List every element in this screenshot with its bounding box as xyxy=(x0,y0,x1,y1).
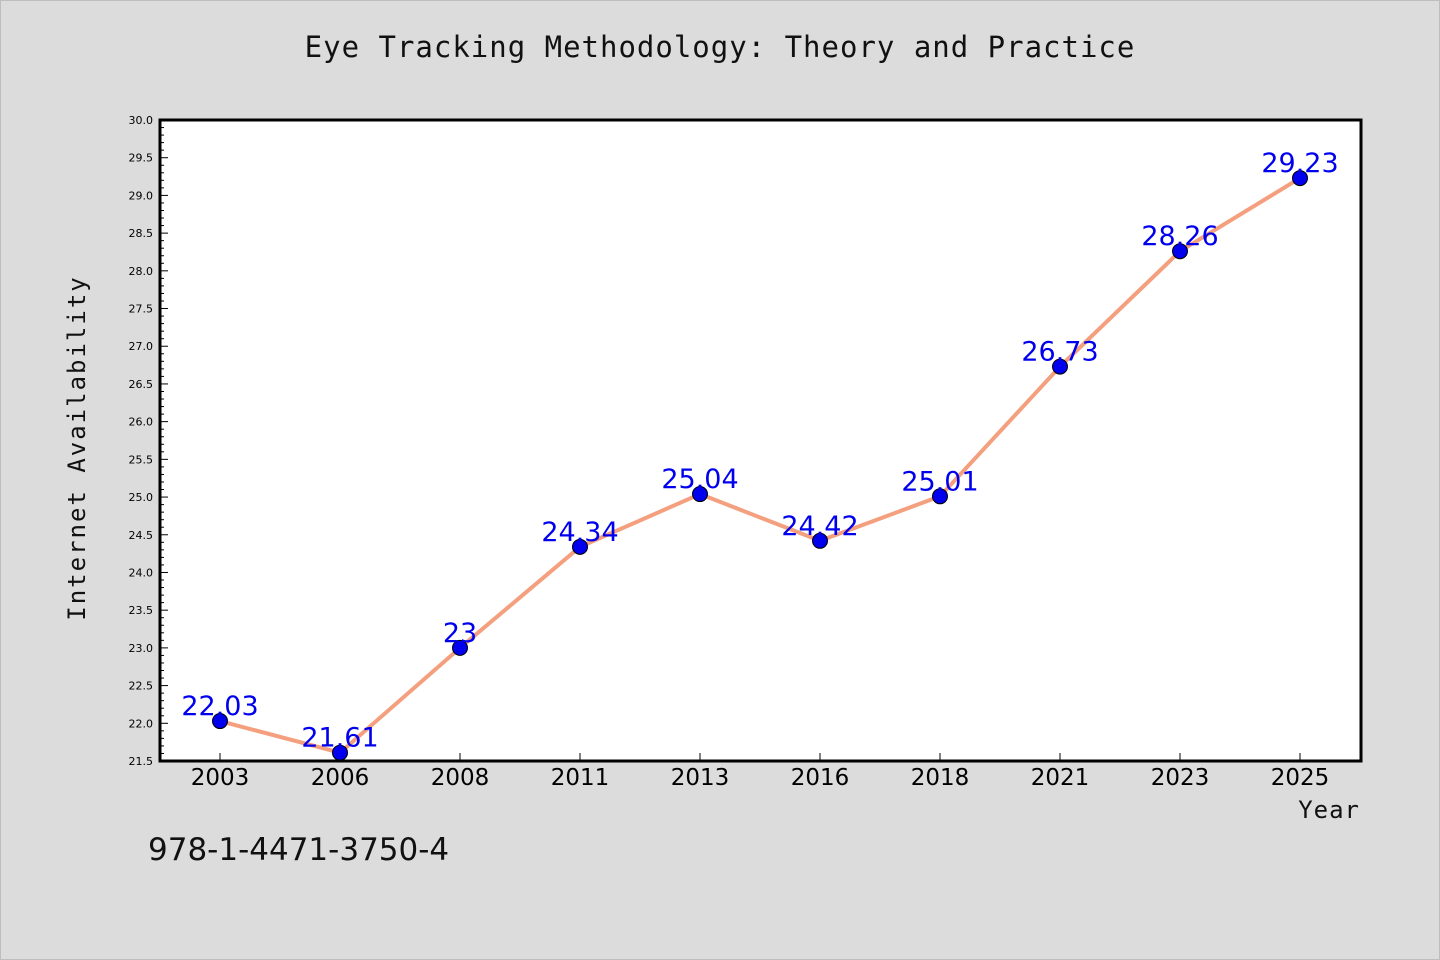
x-tick-label: 2016 xyxy=(791,765,850,791)
series-line xyxy=(218,176,1302,755)
y-tick-label: 28.0 xyxy=(129,265,154,278)
data-point xyxy=(1172,243,1188,260)
data-label: 25.04 xyxy=(661,464,738,495)
y-tick-label: 22.5 xyxy=(129,680,154,693)
x-tick-label: 2008 xyxy=(431,765,490,791)
y-tick-label: 22.0 xyxy=(129,717,154,730)
x-tick-label: 2003 xyxy=(191,765,250,791)
y-tick-label: 27.5 xyxy=(129,303,154,316)
data-point xyxy=(812,532,828,549)
data-label: 28.26 xyxy=(1141,221,1218,252)
y-tick-label: 28.5 xyxy=(129,227,154,240)
data-point xyxy=(452,639,468,656)
data-label: 25.01 xyxy=(901,466,978,497)
x-tick-label: 2021 xyxy=(1031,765,1090,791)
isbn-footnote: 978-1-4471-3750-4 xyxy=(148,832,450,868)
data-point xyxy=(1052,358,1068,375)
x-tick-label: 2013 xyxy=(671,765,730,791)
x-tick-label: 2006 xyxy=(311,765,370,791)
data-label: 26.73 xyxy=(1021,337,1098,368)
data-label: 24.34 xyxy=(541,517,618,548)
y-tick-label: 25.0 xyxy=(129,491,154,504)
y-tick-label: 30.0 xyxy=(129,114,154,127)
data-label: 23 xyxy=(443,618,477,649)
data-label: 22.03 xyxy=(181,691,258,722)
y-tick-label: 23.5 xyxy=(129,604,154,617)
data-label: 21.61 xyxy=(301,723,378,754)
y-tick-label: 26.0 xyxy=(129,416,154,429)
data-point xyxy=(572,538,588,555)
y-tick-label: 23.0 xyxy=(129,642,154,655)
data-point xyxy=(932,488,948,505)
plot-area xyxy=(160,120,1361,761)
data-label: 29.23 xyxy=(1261,148,1338,179)
x-tick-label: 2023 xyxy=(1151,765,1210,791)
y-tick-label: 24.5 xyxy=(129,529,154,542)
y-tick-label: 25.5 xyxy=(129,453,154,466)
x-tick-label: 2011 xyxy=(551,765,610,791)
y-tick-label: 29.0 xyxy=(129,189,154,202)
y-tick-label: 29.5 xyxy=(129,152,154,165)
data-label: 24.42 xyxy=(781,511,858,542)
data-point xyxy=(1292,170,1308,187)
x-axis-label: Year xyxy=(1298,796,1360,824)
x-tick-label: 2025 xyxy=(1271,765,1330,791)
data-point xyxy=(212,713,228,730)
x-tick-label: 2018 xyxy=(911,765,970,791)
y-tick-label: 24.0 xyxy=(129,566,154,579)
y-tick-label: 26.5 xyxy=(129,378,154,391)
y-tick-label: 27.0 xyxy=(129,340,154,353)
y-tick-label: 21.5 xyxy=(129,755,154,768)
chart-title: Eye Tracking Methodology: Theory and Pra… xyxy=(304,30,1136,64)
data-point xyxy=(692,486,708,503)
plot-border xyxy=(158,118,1363,763)
